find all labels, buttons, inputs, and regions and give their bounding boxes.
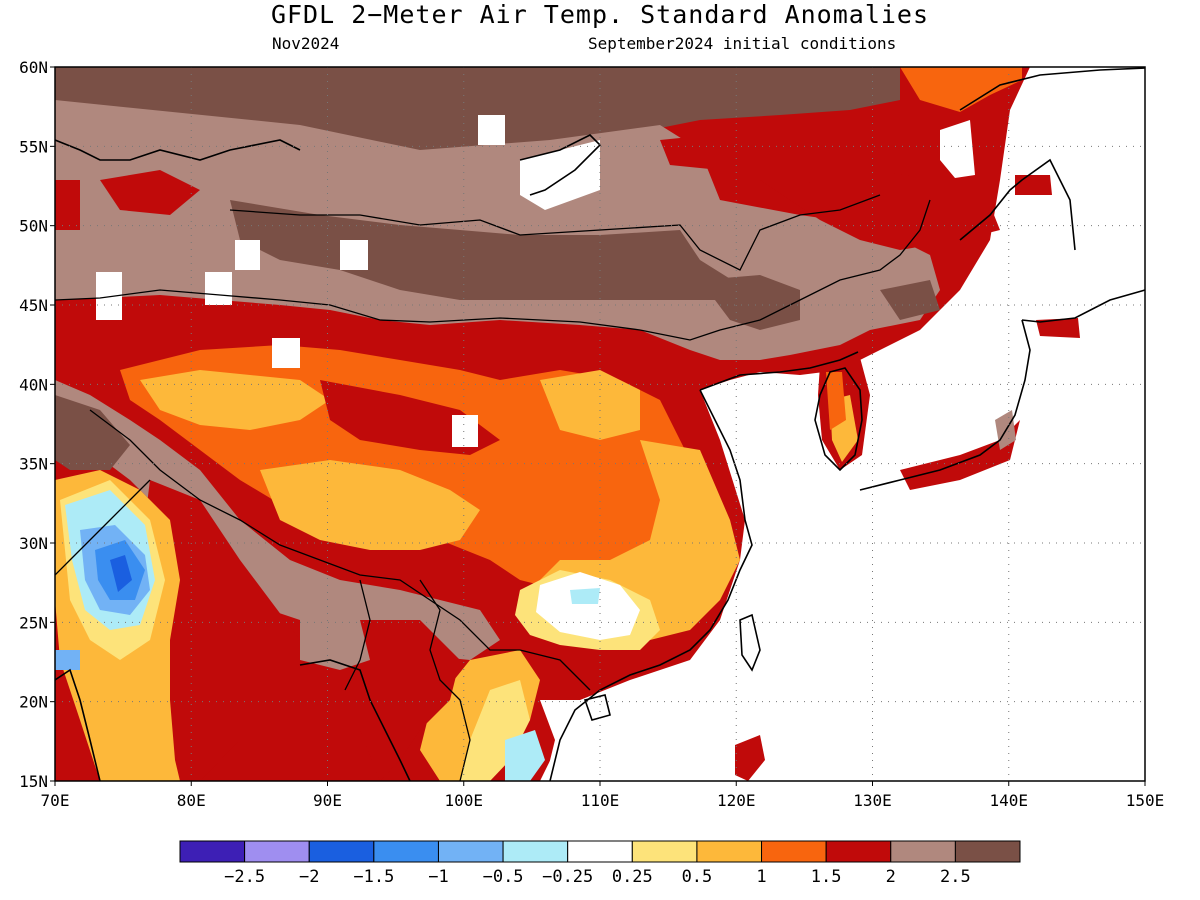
colorbar-swatch: [954, 840, 1021, 863]
colorbar-label: −1: [428, 867, 448, 887]
colorbar-swatch: [308, 840, 375, 863]
lat-tick-label: 45N: [19, 296, 48, 315]
latitude-labels: 15N 20N 25N 30N 35N 40N 45N 50N 55N 60N: [19, 58, 55, 791]
anomaly-fill-layer: [55, 67, 1145, 781]
colorbar-swatch: [179, 840, 246, 863]
colorbar-swatch: [631, 840, 698, 863]
lon-tick-label: 90E: [313, 791, 342, 810]
lon-tick-label: 110E: [581, 791, 620, 810]
colorbar-swatch: [825, 840, 892, 863]
colorbar-swatch: [567, 840, 633, 863]
lon-tick-label: 100E: [444, 791, 483, 810]
colorbar-label: 1: [756, 867, 766, 887]
colorbar-label: −0.25: [542, 867, 593, 887]
lon-tick-label: 120E: [717, 791, 756, 810]
colorbar-label: −1.5: [353, 867, 394, 887]
initial-conditions-label: September2024 initial conditions: [588, 34, 897, 53]
colorbar-label: 2.5: [940, 867, 971, 887]
lon-tick-label: 70E: [41, 791, 70, 810]
lat-tick-label: 20N: [19, 693, 48, 712]
colorbar-swatch: [761, 840, 827, 863]
lat-tick-label: 30N: [19, 534, 48, 553]
lon-tick-label: 80E: [177, 791, 206, 810]
longitude-labels: 70E 80E 90E 100E 110E 120E 130E 140E 150E: [41, 781, 1165, 810]
colorbar-label: −2.5: [224, 867, 265, 887]
coastlines: [55, 67, 1145, 781]
colorbar-swatch: [696, 840, 763, 863]
colorbar-label: 0.5: [682, 867, 713, 887]
lat-tick-label: 25N: [19, 613, 48, 632]
colorbar-label: 0.25: [612, 867, 653, 887]
lon-tick-label: 150E: [1126, 791, 1165, 810]
colorbar-label: −0.5: [483, 867, 524, 887]
colorbar-swatch: [373, 840, 439, 863]
lat-tick-label: 35N: [19, 455, 48, 474]
lat-tick-label: 50N: [19, 217, 48, 236]
colorbar-label: −2: [299, 867, 319, 887]
lat-tick-label: 60N: [19, 58, 48, 77]
colorbar-swatch: [437, 840, 504, 863]
colorbar-label: 2: [886, 867, 896, 887]
lon-tick-label: 130E: [853, 791, 892, 810]
colorbar-swatch: [890, 840, 956, 863]
lat-tick-label: 15N: [19, 772, 48, 791]
colorbar-swatch: [244, 840, 310, 863]
lat-tick-label: 40N: [19, 375, 48, 394]
lon-tick-label: 140E: [989, 791, 1028, 810]
map-title: GFDL 2−Meter Air Temp. Standard Anomalie…: [270, 0, 930, 29]
country-borders: [55, 194, 931, 781]
colorbar-label: 1.5: [811, 867, 842, 887]
colorbar: −2.5 −2 −1.5 −1 −0.5 −0.25 0.25 0.5 1 1.5 2 2.5: [179, 840, 1021, 887]
forecast-month: Nov2024: [272, 34, 340, 53]
colorbar-swatch: [502, 840, 569, 863]
lat-tick-label: 55N: [19, 137, 48, 156]
lat-lon-grid: [55, 67, 1145, 781]
